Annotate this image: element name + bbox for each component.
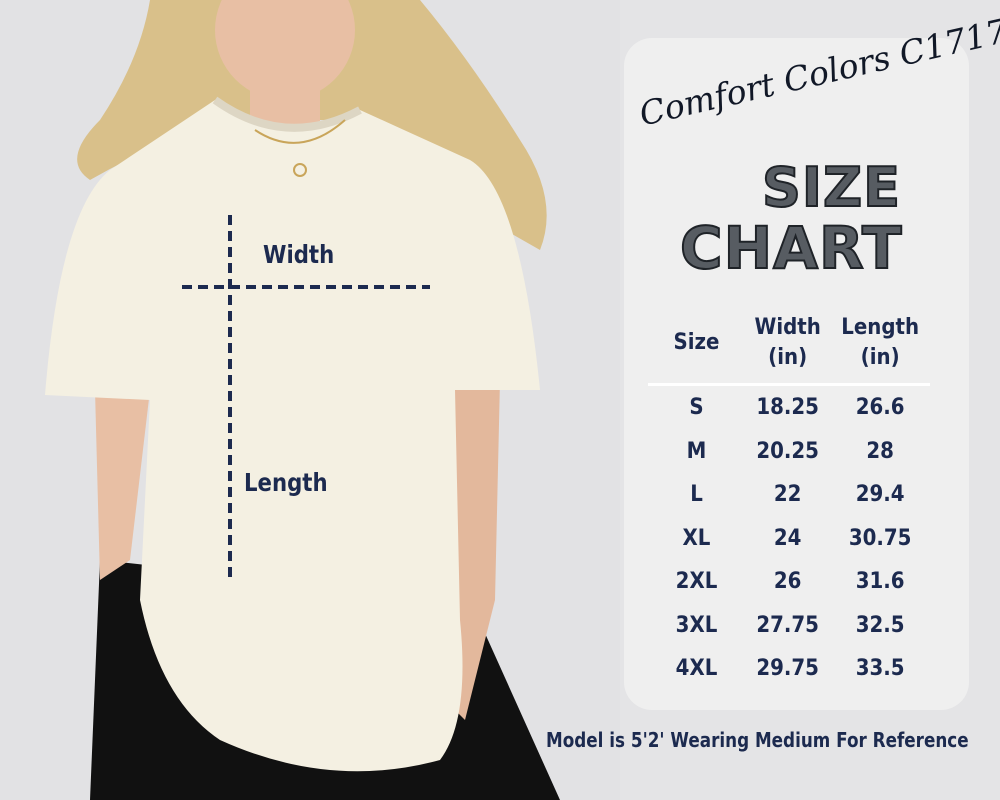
width-label: Width bbox=[263, 240, 335, 269]
cell-width: 18.25 bbox=[756, 395, 819, 421]
left-arm bbox=[95, 390, 150, 580]
model-photo bbox=[45, 0, 560, 800]
t-shirt bbox=[45, 100, 540, 772]
length-label: Length bbox=[244, 468, 328, 497]
cell-length: 30.75 bbox=[848, 525, 912, 551]
cell-size: M bbox=[686, 438, 707, 464]
cell-length: 28 bbox=[866, 438, 894, 464]
cell-length: 29.4 bbox=[855, 482, 905, 508]
cell-size: 2XL bbox=[675, 569, 718, 595]
title-size: SIZE bbox=[761, 155, 902, 220]
cell-size: 3XL bbox=[675, 612, 718, 638]
table-row: 4XL 29.75 33.5 bbox=[648, 647, 930, 691]
title-chart: CHART bbox=[679, 213, 903, 283]
size-table: Size Width (in) Length (in) S 18.25 26.6 M 20.… bbox=[648, 312, 930, 691]
header-size: Size bbox=[648, 312, 745, 386]
hair bbox=[77, 0, 547, 250]
cell-width: 24 bbox=[773, 525, 802, 551]
table-row: XL 24 30.75 bbox=[648, 517, 930, 561]
header-width: Width (in) bbox=[745, 312, 831, 386]
cell-width: 29.75 bbox=[756, 656, 819, 682]
face bbox=[215, 0, 355, 100]
cell-length: 32.5 bbox=[855, 612, 905, 638]
model-note: Model is 5'2' Wearing Medium For Referen… bbox=[546, 728, 969, 752]
table-row: 2XL 26 31.6 bbox=[648, 560, 930, 604]
cell-width: 26 bbox=[773, 569, 802, 595]
cell-length: 33.5 bbox=[855, 656, 905, 682]
header-length: Length (in) bbox=[830, 312, 930, 386]
cell-width: 22 bbox=[773, 482, 802, 508]
cell-width: 20.25 bbox=[756, 438, 819, 464]
cell-width: 27.75 bbox=[756, 612, 819, 638]
table-row: 3XL 27.75 32.5 bbox=[648, 604, 930, 648]
table-row: S 18.25 26.6 bbox=[648, 385, 930, 430]
cell-size: XL bbox=[682, 525, 711, 551]
table-row: L 22 29.4 bbox=[648, 473, 930, 517]
table-row: M 20.25 28 bbox=[648, 430, 930, 474]
cell-size: 4XL bbox=[675, 656, 718, 682]
table-header: Size Width (in) Length (in) bbox=[648, 312, 930, 386]
cell-size: S bbox=[689, 395, 704, 421]
necklace bbox=[254, 119, 346, 144]
cell-length: 31.6 bbox=[855, 569, 905, 595]
cell-size: L bbox=[690, 482, 703, 508]
cell-length: 26.6 bbox=[855, 395, 905, 421]
